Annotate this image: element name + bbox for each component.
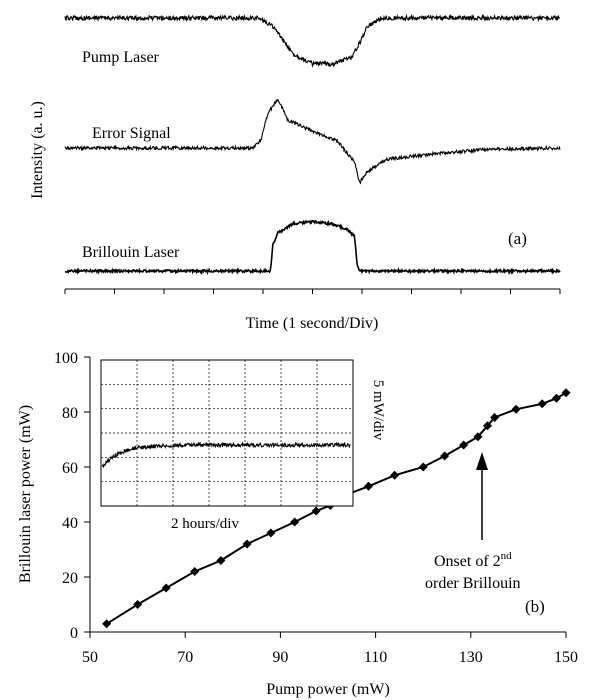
data-point — [551, 393, 561, 403]
trace-pump-laser — [64, 13, 561, 68]
data-point — [363, 481, 373, 491]
data-point — [459, 440, 469, 450]
panel-label-b: (b) — [525, 597, 545, 616]
x-tick-label: 70 — [177, 649, 193, 666]
y-tick-label: 80 — [62, 405, 78, 422]
data-point — [473, 432, 483, 442]
inset: 2 hours/div 5 mW/div — [100, 359, 386, 532]
y-tick-label: 100 — [54, 350, 78, 367]
data-point — [290, 517, 300, 527]
x-tick-label: 90 — [272, 649, 288, 666]
trace-error-signal — [64, 99, 561, 185]
inset-grid — [101, 360, 353, 506]
x-tick-label: 130 — [459, 649, 483, 666]
annotation-onset: Onset of 2nd order Brillouin — [425, 452, 521, 592]
panel-label-a: (a) — [508, 229, 527, 248]
data-point — [242, 539, 252, 549]
annotation-arrow-head — [476, 452, 488, 470]
data-point — [266, 528, 276, 538]
inset-trace — [101, 441, 351, 469]
data-point — [190, 567, 200, 576]
panel-a-traces — [64, 13, 561, 276]
panel-a-x-ticks — [64, 289, 561, 294]
series-label-error-signal: Error Signal — [92, 125, 171, 142]
panel-b: 0 20 40 60 80 100 50 70 90 110 130 150 2 hours/div… — [17, 350, 578, 698]
data-point — [511, 404, 521, 414]
x-tick-label: 150 — [554, 649, 578, 666]
data-point — [537, 399, 547, 409]
panel-a-x-label: Time (1 second/Div) — [246, 315, 379, 332]
x-tick-label: 50 — [82, 649, 98, 666]
series-label-brillouin-laser: Brillouin Laser — [82, 244, 180, 261]
data-point — [561, 388, 571, 398]
data-point — [390, 470, 400, 480]
data-point — [490, 413, 500, 422]
y-tick-label: 0 — [70, 625, 78, 642]
data-point — [418, 462, 428, 472]
y-tick-label: 20 — [62, 570, 78, 587]
annotation-line1: Onset of 2nd — [434, 550, 512, 570]
data-point — [482, 421, 492, 431]
y-tick-label: 40 — [62, 515, 78, 532]
data-point — [102, 619, 112, 629]
data-point — [311, 506, 321, 516]
panel-b-x-label: Pump power (mW) — [266, 681, 390, 698]
x-tick-label: 110 — [364, 649, 387, 666]
data-point — [440, 451, 450, 461]
panel-b-y-ticks: 0 20 40 60 80 100 — [54, 350, 90, 642]
panel-a-y-label: Intensity (a. u.) — [29, 101, 46, 199]
data-point — [161, 583, 171, 593]
data-point — [133, 600, 143, 609]
panel-a: Pump Laser Error Signal Brillouin Laser … — [29, 13, 561, 332]
trace-brillouin-laser — [64, 219, 561, 276]
data-point — [216, 556, 226, 565]
series-label-pump-laser: Pump Laser — [82, 49, 160, 66]
inset-x-label: 2 hours/div — [171, 516, 239, 532]
panel-b-x-ticks: 50 70 90 110 130 150 — [82, 632, 578, 666]
inset-y-label: 5 mW/div — [370, 380, 386, 441]
panel-b-y-label: Brillouin laser power (mW) — [17, 405, 34, 583]
y-tick-label: 60 — [62, 460, 78, 477]
annotation-line2: order Brillouin — [425, 575, 521, 592]
